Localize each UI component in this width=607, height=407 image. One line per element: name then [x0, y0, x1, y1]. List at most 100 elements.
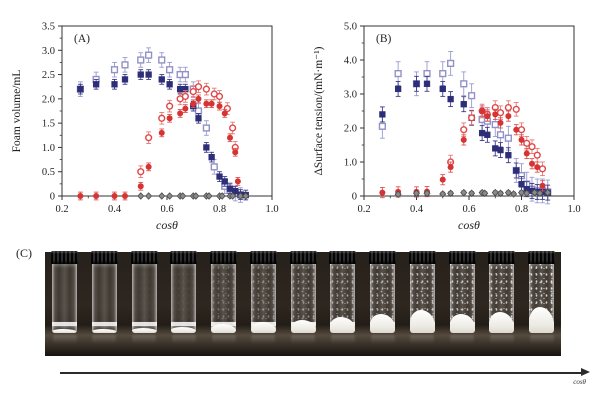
vial-slot — [249, 240, 278, 356]
vial-body — [131, 264, 157, 333]
data-point-marker — [413, 80, 420, 87]
y-tick-label: 1.0 — [344, 158, 357, 169]
data-point-marker — [137, 56, 145, 64]
data-point-marker — [229, 192, 237, 200]
data-point-marker — [177, 110, 184, 117]
data-point-marker — [531, 188, 539, 197]
data-point-marker — [236, 192, 245, 200]
data-point-marker — [447, 164, 454, 171]
data-point-marker — [468, 92, 476, 100]
data-point-marker — [497, 119, 504, 126]
data-point-marker — [505, 113, 512, 120]
foam-layer — [52, 328, 77, 333]
data-point-marker — [93, 193, 100, 199]
x-tick-label: 0.2 — [55, 204, 68, 215]
data-point-marker — [181, 92, 189, 101]
data-point-marker — [423, 189, 431, 198]
data-point-marker — [394, 190, 402, 199]
liquid-meniscus — [91, 322, 117, 326]
data-point-marker — [378, 122, 386, 130]
series-gray-diamonds — [394, 188, 552, 199]
axes-frame — [61, 25, 273, 197]
scatter-plot-surface-tension: 0.2 0.4 0.6 0.8 1.0 0 1.0 2.0 3.0 4.0 5.0 cosθ ΔSurf… — [313, 22, 581, 233]
foam-layer — [171, 327, 197, 333]
data-point-marker — [221, 110, 228, 117]
y-tick-label: 3.5 — [42, 22, 55, 33]
data-point-marker — [538, 165, 547, 173]
y-tick-label: 2.0 — [42, 94, 55, 105]
vial-cap — [408, 251, 436, 264]
data-point-marker — [479, 108, 486, 114]
vial-slot — [448, 240, 477, 356]
data-point-marker — [242, 192, 250, 200]
data-point-marker — [182, 105, 189, 112]
data-point-marker — [460, 101, 467, 108]
series-gray-diamonds — [137, 192, 250, 200]
vial — [448, 251, 477, 333]
vial — [487, 251, 516, 333]
vial-slot — [289, 240, 318, 356]
data-point-marker — [190, 100, 197, 107]
data-point-marker — [166, 66, 174, 74]
data-point-marker — [158, 76, 165, 83]
vial-reflection — [410, 335, 435, 344]
x-tick-label: 0.4 — [410, 204, 424, 215]
y-tick-label: 3.0 — [42, 46, 55, 57]
vial-body — [52, 264, 77, 333]
vial-body — [91, 264, 117, 333]
data-point-marker — [166, 102, 174, 110]
data-point-marker — [423, 80, 431, 87]
data-point-marker — [215, 92, 224, 101]
data-point-marker — [189, 87, 197, 96]
data-point-marker — [468, 189, 476, 198]
foam-layer — [489, 311, 515, 333]
y-tick-label: 2.0 — [344, 124, 357, 135]
panel-c-label: (C) — [16, 246, 32, 260]
data-point-marker — [379, 189, 386, 196]
liquid-meniscus — [131, 322, 157, 326]
vial-reflection — [291, 335, 315, 344]
vial-slot — [487, 240, 516, 356]
data-point-marker — [208, 153, 215, 161]
data-point-marker — [460, 126, 468, 134]
vial-cap — [90, 251, 118, 264]
y-tick-label: 1.5 — [42, 119, 55, 130]
data-point-marker — [121, 76, 129, 83]
data-point-marker — [221, 178, 228, 185]
vial — [130, 251, 159, 333]
data-point-marker — [504, 134, 512, 142]
data-point-marker — [439, 85, 446, 93]
data-point-marker — [176, 85, 184, 93]
vial-slot — [50, 240, 79, 356]
vial-slot — [328, 240, 357, 356]
y-tick-label: 4.0 — [344, 56, 357, 67]
data-point-marker — [523, 150, 530, 157]
data-point-marker — [439, 176, 446, 183]
data-point-marker — [497, 146, 504, 154]
data-point-marker — [137, 192, 145, 200]
foam-layer — [370, 314, 395, 333]
data-point-marker — [504, 103, 512, 112]
data-point-marker — [518, 180, 525, 188]
y-tick-label: 1.0 — [42, 143, 55, 154]
data-point-marker — [166, 115, 173, 122]
data-point-marker — [158, 114, 166, 122]
data-point-marker — [234, 178, 241, 185]
foam-layer — [91, 328, 117, 333]
vial-slot — [130, 240, 159, 356]
particle-speckle-texture — [250, 264, 276, 333]
vial-reflection — [370, 335, 395, 344]
data-point-marker — [203, 144, 210, 151]
vial-slot — [90, 240, 119, 356]
data-point-marker — [229, 124, 237, 132]
data-point-marker — [513, 167, 520, 174]
vial-reflection — [251, 335, 276, 344]
x-tick-label: 0.8 — [515, 204, 528, 215]
vial-cap — [210, 251, 237, 264]
data-point-marker — [158, 192, 166, 200]
data-point-marker — [181, 70, 189, 79]
data-point-marker — [195, 95, 202, 102]
vial-cap — [329, 251, 357, 264]
data-point-marker — [195, 115, 202, 122]
vial-reflection — [489, 335, 514, 344]
